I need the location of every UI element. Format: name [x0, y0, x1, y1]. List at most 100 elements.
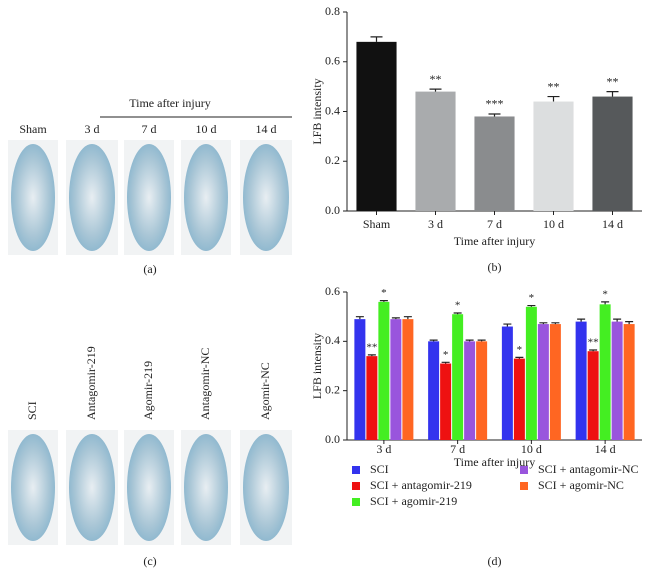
x-tick-label: 10 d	[543, 217, 564, 231]
bar	[354, 319, 366, 440]
legend-label: SCI + agomir-NC	[538, 478, 624, 492]
tissue-section	[184, 144, 228, 251]
x-tick-label: 7 d	[487, 217, 502, 231]
bar	[415, 91, 456, 211]
error-bar	[551, 322, 560, 325]
panel-label: (c)	[143, 554, 156, 568]
legend-swatch	[352, 482, 360, 490]
y-tick-label: 0.2	[325, 382, 340, 396]
legend-label: SCI + antagomir-219	[370, 478, 472, 492]
error-bar	[403, 316, 412, 320]
column-label: 14 d	[256, 122, 277, 136]
error-bar	[527, 304, 536, 307]
error-bar	[429, 88, 442, 92]
bar	[599, 304, 611, 440]
tissue-section	[11, 144, 55, 251]
significance-label: **	[430, 72, 442, 86]
error-bar	[391, 317, 400, 320]
error-bar	[379, 300, 388, 302]
significance-label: **	[366, 342, 377, 354]
panel-label: (a)	[143, 262, 156, 276]
error-bar	[465, 339, 474, 342]
bar	[402, 319, 414, 440]
x-axis-title: Time after injury	[454, 234, 536, 248]
tissue-section	[127, 144, 171, 251]
bar	[474, 116, 515, 211]
error-bar	[429, 339, 438, 342]
legend-label: SCI + antagomir-NC	[538, 462, 639, 476]
significance-label: ***	[486, 97, 504, 111]
error-bar	[355, 316, 364, 320]
column-label: Antagomir-219	[84, 346, 98, 420]
x-tick-label: 14 d	[595, 442, 616, 456]
bar	[452, 314, 464, 440]
bar	[501, 326, 513, 440]
y-tick-label: 0.4	[325, 103, 340, 117]
significance-label: *	[455, 299, 461, 311]
bar	[356, 41, 397, 211]
x-tick-label: 3 d	[376, 442, 391, 456]
bar	[440, 363, 452, 440]
y-tick-label: 0.6	[325, 284, 340, 298]
column-label: 10 d	[196, 122, 217, 136]
significance-label: **	[607, 74, 619, 88]
bar	[611, 321, 623, 440]
bar	[623, 324, 635, 440]
legend-label: SCI + agomir-219	[370, 494, 457, 508]
column-label: Agomir-219	[141, 361, 155, 420]
column-label: 3 d	[85, 122, 100, 136]
error-bar	[453, 312, 462, 315]
error-bar	[613, 318, 622, 322]
x-tick-label: Sham	[363, 217, 391, 231]
y-tick-label: 0.4	[325, 333, 340, 347]
significance-label: *	[602, 288, 608, 300]
bar	[525, 306, 537, 440]
error-bar	[625, 321, 634, 325]
y-tick-label: 0.8	[325, 4, 340, 18]
bar	[378, 301, 390, 440]
error-bar	[488, 113, 501, 117]
tissue-section	[127, 434, 171, 541]
x-tick-label: 3 d	[428, 217, 443, 231]
bar	[575, 321, 587, 440]
y-tick-label: 0.0	[325, 432, 340, 446]
legend-label: SCI	[370, 462, 389, 476]
legend-swatch	[352, 498, 360, 506]
error-bar	[539, 322, 548, 325]
bar	[533, 101, 574, 211]
column-label: 7 d	[142, 122, 157, 136]
tissue-section	[69, 434, 115, 541]
bar	[537, 324, 549, 440]
bar	[464, 341, 476, 440]
error-bar	[515, 356, 524, 359]
column-label: Sham	[19, 122, 47, 136]
x-tick-label: 7 d	[450, 442, 465, 456]
significance-label: *	[517, 344, 523, 356]
significance-label: **	[548, 79, 560, 93]
image-header: Time after injury	[129, 96, 211, 110]
bar	[428, 341, 440, 440]
bar	[587, 351, 599, 440]
y-tick-label: 0.0	[325, 203, 340, 217]
bar	[513, 358, 525, 440]
significance-label: **	[588, 337, 599, 349]
bar	[592, 96, 633, 211]
error-bar	[441, 361, 450, 364]
tissue-section	[184, 434, 228, 541]
significance-label: *	[529, 292, 535, 304]
error-bar	[547, 95, 560, 102]
column-label: SCI	[25, 401, 39, 420]
column-label: Antagomir-NC	[198, 348, 212, 420]
x-tick-label: 14 d	[602, 217, 623, 231]
y-tick-label: 0.2	[325, 153, 340, 167]
error-bar	[370, 36, 383, 42]
bar	[549, 324, 561, 440]
significance-label: *	[443, 349, 449, 361]
panel-label: (b)	[488, 260, 502, 274]
legend-swatch	[520, 466, 528, 474]
error-bar	[367, 354, 376, 357]
tissue-section	[11, 434, 55, 541]
panel-label: (d)	[488, 554, 502, 568]
bar	[390, 319, 402, 440]
